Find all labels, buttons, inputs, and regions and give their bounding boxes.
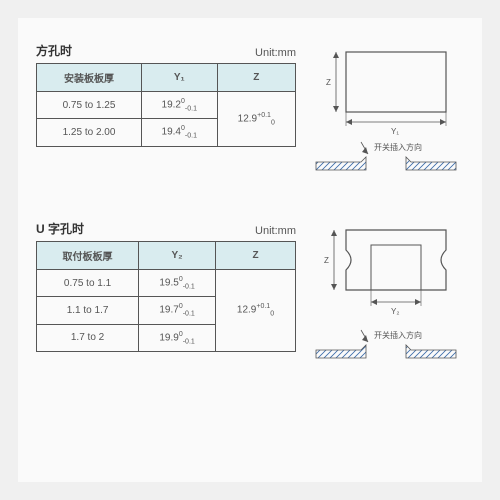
section-square-hole: 方孔时 Unit:mm 安装板板厚 Y₁ Z 0.75 to 1.25 19.2… xyxy=(36,42,464,192)
unit-label: Unit:mm xyxy=(255,225,296,237)
col-header: 安装板板厚 xyxy=(37,64,142,92)
svg-text:开关插入方向: 开关插入方向 xyxy=(374,142,422,152)
unit-label: Unit:mm xyxy=(255,47,296,59)
col-header: Z xyxy=(217,64,296,92)
col-header: Y₁ xyxy=(142,64,217,92)
square-hole-diagram: Z Y₁ 开关插入方向 xyxy=(306,42,466,192)
datasheet-panel: 方孔时 Unit:mm 安装板板厚 Y₁ Z 0.75 to 1.25 19.2… xyxy=(18,18,482,482)
spec-table-square: 安装板板厚 Y₁ Z 0.75 to 1.25 19.20-0.1 12.9+0… xyxy=(36,63,296,147)
svg-text:Z: Z xyxy=(326,78,331,87)
cell-y: 19.20-0.1 xyxy=(142,92,217,119)
col-header: Y₂ xyxy=(139,242,216,270)
cell-y: 19.70-0.1 xyxy=(139,297,216,324)
svg-text:Y₂: Y₂ xyxy=(391,307,399,316)
cell-thickness: 0.75 to 1.1 xyxy=(37,270,139,297)
section-u-hole: U 字孔时 Unit:mm 取付板板厚 Y₂ Z 0.75 to 1.1 19.… xyxy=(36,220,464,390)
cell-thickness: 1.7 to 2 xyxy=(37,324,139,351)
cell-y: 19.50-0.1 xyxy=(139,270,216,297)
cell-y: 19.90-0.1 xyxy=(139,324,216,351)
svg-text:Z: Z xyxy=(324,256,329,265)
cell-z: 12.9+0.10 xyxy=(216,270,296,352)
section-title: U 字孔时 xyxy=(36,220,84,237)
cell-thickness: 1.25 to 2.00 xyxy=(37,119,142,146)
svg-text:Y₁: Y₁ xyxy=(391,127,399,136)
spec-table-u: 取付板板厚 Y₂ Z 0.75 to 1.1 19.50-0.1 12.9+0.… xyxy=(36,241,296,352)
col-header: 取付板板厚 xyxy=(37,242,139,270)
svg-text:开关插入方向: 开关插入方向 xyxy=(374,330,422,340)
cell-z: 12.9+0.10 xyxy=(217,92,296,147)
cell-thickness: 0.75 to 1.25 xyxy=(37,92,142,119)
section-title: 方孔时 xyxy=(36,42,72,59)
cell-thickness: 1.1 to 1.7 xyxy=(37,297,139,324)
cell-y: 19.40-0.1 xyxy=(142,119,217,146)
u-hole-diagram: Z Y₂ 开关插入方向 xyxy=(306,220,466,390)
col-header: Z xyxy=(216,242,296,270)
